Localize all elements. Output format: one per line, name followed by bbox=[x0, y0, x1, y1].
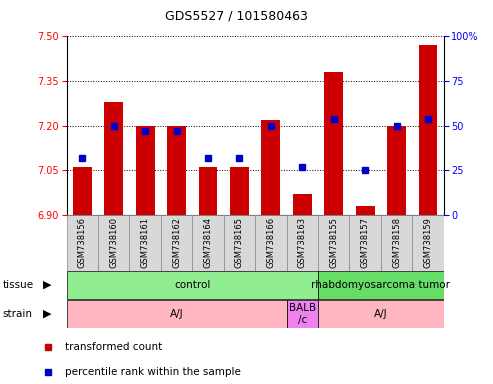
Bar bbox=[167, 126, 186, 215]
FancyBboxPatch shape bbox=[318, 300, 444, 328]
Text: GSM738161: GSM738161 bbox=[141, 217, 150, 268]
FancyBboxPatch shape bbox=[98, 215, 130, 271]
Text: GSM738165: GSM738165 bbox=[235, 217, 244, 268]
FancyBboxPatch shape bbox=[381, 215, 412, 271]
FancyBboxPatch shape bbox=[161, 215, 192, 271]
FancyBboxPatch shape bbox=[67, 215, 98, 271]
Text: rhabdomyosarcoma tumor: rhabdomyosarcoma tumor bbox=[312, 280, 450, 290]
Text: A/J: A/J bbox=[374, 309, 387, 319]
Bar bbox=[293, 194, 312, 215]
FancyBboxPatch shape bbox=[286, 215, 318, 271]
Text: GSM738155: GSM738155 bbox=[329, 217, 338, 268]
Text: GSM738160: GSM738160 bbox=[109, 217, 118, 268]
Text: GSM738157: GSM738157 bbox=[360, 217, 370, 268]
FancyBboxPatch shape bbox=[350, 215, 381, 271]
Text: GSM738162: GSM738162 bbox=[172, 217, 181, 268]
Bar bbox=[324, 72, 343, 215]
Bar bbox=[419, 45, 437, 215]
Bar bbox=[387, 126, 406, 215]
Text: GSM738158: GSM738158 bbox=[392, 217, 401, 268]
FancyBboxPatch shape bbox=[67, 300, 286, 328]
Text: GSM738163: GSM738163 bbox=[298, 217, 307, 268]
Text: GSM738159: GSM738159 bbox=[423, 217, 432, 268]
Text: control: control bbox=[174, 280, 211, 290]
Text: BALB
/c: BALB /c bbox=[289, 303, 316, 325]
Bar bbox=[355, 206, 375, 215]
Bar bbox=[261, 120, 280, 215]
Bar bbox=[136, 126, 154, 215]
Text: GDS5527 / 101580463: GDS5527 / 101580463 bbox=[165, 10, 308, 23]
Text: GSM738156: GSM738156 bbox=[78, 217, 87, 268]
Text: ▶: ▶ bbox=[42, 280, 51, 290]
FancyBboxPatch shape bbox=[286, 300, 318, 328]
Text: A/J: A/J bbox=[170, 309, 183, 319]
Text: tissue: tissue bbox=[2, 280, 34, 290]
FancyBboxPatch shape bbox=[130, 215, 161, 271]
Text: GSM738166: GSM738166 bbox=[266, 217, 276, 268]
FancyBboxPatch shape bbox=[318, 215, 350, 271]
Bar bbox=[105, 102, 123, 215]
Text: GSM738164: GSM738164 bbox=[204, 217, 212, 268]
FancyBboxPatch shape bbox=[192, 215, 224, 271]
Bar bbox=[73, 167, 92, 215]
Text: strain: strain bbox=[2, 309, 33, 319]
Bar bbox=[199, 167, 217, 215]
Text: ▶: ▶ bbox=[42, 309, 51, 319]
Text: transformed count: transformed count bbox=[66, 341, 163, 352]
Bar bbox=[230, 167, 249, 215]
FancyBboxPatch shape bbox=[224, 215, 255, 271]
FancyBboxPatch shape bbox=[412, 215, 444, 271]
FancyBboxPatch shape bbox=[67, 271, 318, 299]
FancyBboxPatch shape bbox=[318, 271, 444, 299]
FancyBboxPatch shape bbox=[255, 215, 286, 271]
Text: percentile rank within the sample: percentile rank within the sample bbox=[66, 366, 242, 377]
